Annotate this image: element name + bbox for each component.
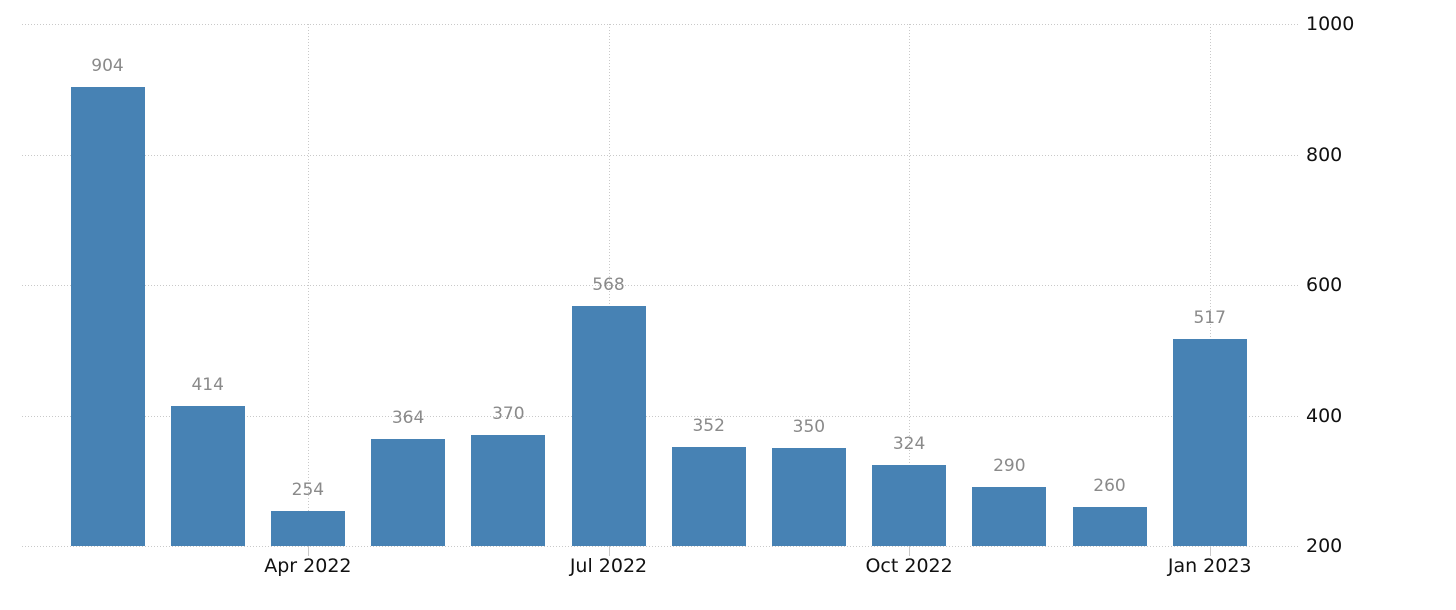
x-axis-label: Oct 2022	[865, 555, 953, 577]
bar	[571, 305, 646, 546]
bar-value-label: 370	[492, 404, 525, 425]
bar-value-label: 350	[792, 417, 826, 438]
y-axis-label: 400	[1306, 404, 1343, 427]
horizontal-gridline	[22, 154, 1298, 156]
bar	[1172, 339, 1247, 546]
bar	[671, 446, 746, 546]
bar-value-label: 364	[391, 407, 425, 428]
vertical-gridline	[608, 24, 610, 546]
vertical-gridline	[307, 24, 309, 546]
bar-value-label: 290	[993, 456, 1026, 477]
bar	[70, 86, 145, 546]
vertical-gridline	[909, 24, 911, 546]
bar	[471, 435, 546, 546]
x-axis-tick	[909, 546, 911, 556]
x-axis-tick	[608, 546, 610, 556]
y-axis-label: 600	[1306, 274, 1343, 296]
x-axis-tick	[307, 546, 309, 556]
horizontal-gridline	[22, 285, 1298, 286]
horizontal-gridline	[22, 24, 1298, 25]
bar	[1072, 506, 1147, 546]
x-axis-label: Jan 2023	[1167, 555, 1252, 577]
bar	[771, 448, 846, 546]
bar-value-label: 324	[892, 434, 926, 455]
bar-value-label: 904	[91, 55, 124, 76]
bar-value-label: 568	[592, 274, 625, 295]
x-axis-tick	[1209, 546, 1211, 556]
y-axis-label: 1000	[1306, 13, 1355, 35]
bar-value-label: 260	[1093, 475, 1126, 496]
bar	[872, 465, 947, 546]
y-axis-label: 200	[1306, 535, 1343, 557]
horizontal-gridline	[22, 546, 1298, 547]
bar-value-label: 254	[291, 479, 325, 500]
bar	[270, 510, 345, 546]
x-axis-label: Apr 2022	[264, 555, 352, 577]
bar-value-label: 352	[692, 415, 725, 436]
bar	[972, 487, 1047, 546]
horizontal-gridline	[22, 415, 1298, 417]
y-axis-label: 800	[1306, 143, 1343, 166]
bar	[371, 438, 446, 546]
bar-value-label: 414	[191, 375, 224, 396]
vertical-gridline	[1209, 24, 1211, 546]
bar-value-label: 517	[1193, 308, 1226, 329]
bar	[170, 406, 245, 546]
x-axis-label: Jul 2022	[569, 555, 648, 577]
